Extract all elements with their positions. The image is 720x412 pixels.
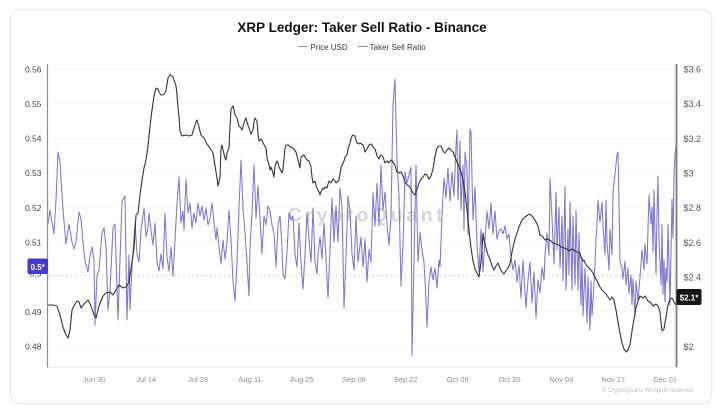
svg-text:Nov 17: Nov 17 [601,375,625,384]
svg-text:Jul 14: Jul 14 [136,375,156,384]
svg-text:0.54: 0.54 [25,134,42,144]
svg-text:$2.8: $2.8 [684,203,702,213]
svg-text:© CryptoQuant. All rights rese: © CryptoQuant. All rights reserved [602,387,693,394]
svg-text:Sep 08: Sep 08 [342,375,366,384]
svg-text:Oct 06: Oct 06 [447,375,469,384]
svg-text:0.5*: 0.5* [31,263,46,272]
svg-text:$2: $2 [684,342,694,352]
svg-text:$3.2: $3.2 [684,134,702,144]
svg-text:Aug 25: Aug 25 [290,375,314,384]
svg-text:$3: $3 [684,169,694,179]
svg-text:0.49: 0.49 [25,307,42,317]
svg-text:Jun 30: Jun 30 [83,375,106,384]
svg-text:Jul 28: Jul 28 [188,375,208,384]
svg-text:Oct 20: Oct 20 [498,375,520,384]
svg-text:Nov 03: Nov 03 [550,375,574,384]
svg-text:0.51: 0.51 [25,238,42,248]
svg-text:Sep 22: Sep 22 [394,375,418,384]
svg-text:$2.4: $2.4 [684,273,702,283]
svg-text:CryptoQuant: CryptoQuant [288,205,447,227]
svg-text:0.52: 0.52 [25,203,42,213]
svg-text:$2.1*: $2.1* [680,294,700,303]
svg-text:0.53: 0.53 [25,168,42,178]
svg-text:Aug 11: Aug 11 [238,375,261,384]
svg-text:Dec 01: Dec 01 [653,375,677,384]
svg-text:$3.4: $3.4 [684,99,702,109]
svg-text:0.48: 0.48 [25,342,42,352]
svg-text:0.56: 0.56 [25,64,42,74]
svg-text:$2.6: $2.6 [684,238,702,248]
svg-text:0.55: 0.55 [25,99,42,109]
svg-text:$3.6: $3.6 [684,65,702,75]
